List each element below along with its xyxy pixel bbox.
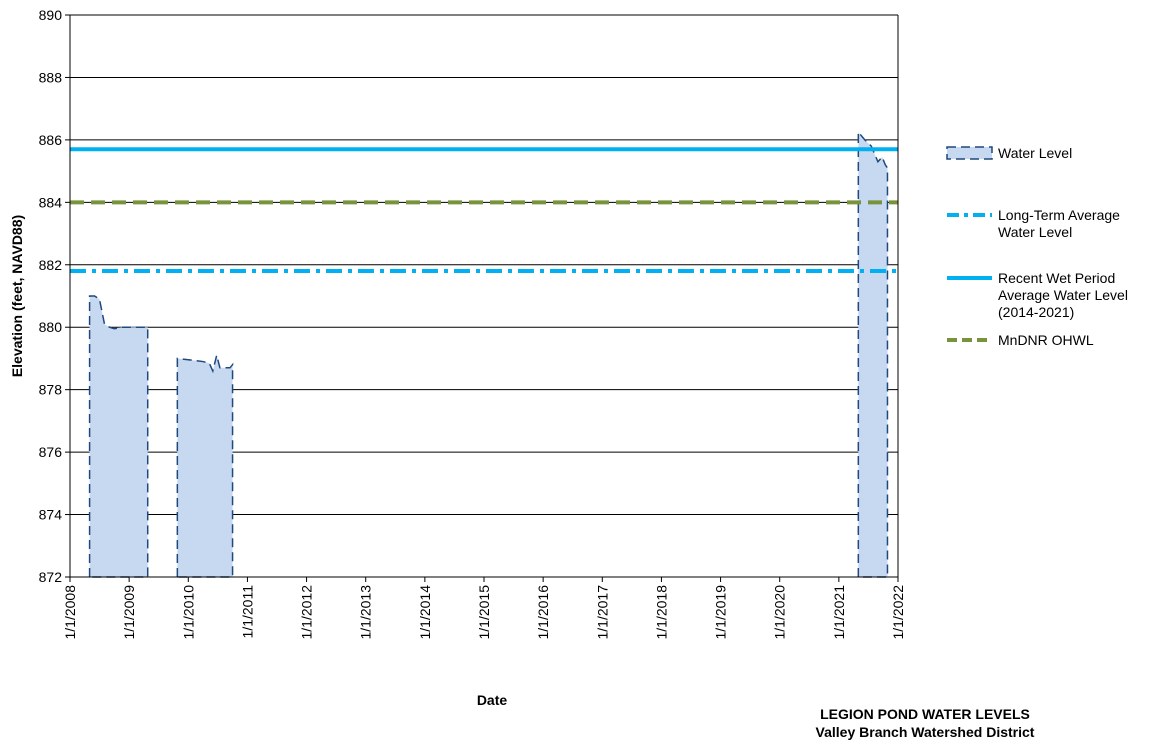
x-tick-label: 1/1/2009 <box>121 585 137 640</box>
x-tick-label: 1/1/2022 <box>890 585 906 640</box>
x-tick-label: 1/1/2014 <box>417 585 433 640</box>
legend-label-line: Recent Wet Period <box>998 270 1115 286</box>
y-tick-label: 874 <box>39 507 63 523</box>
reference-lines <box>70 147 898 274</box>
x-tick-label: 1/1/2012 <box>299 585 315 640</box>
legend-label-line: Water Level <box>998 145 1072 161</box>
legend-label-3: Recent Wet Period Average Water Level (201… <box>998 270 1128 320</box>
water-level-segment-3 <box>857 130 889 578</box>
x-tick-label: 1/1/2008 <box>62 585 78 640</box>
x-tick-label: 1/1/2021 <box>831 585 847 640</box>
legend-label-line: MnDNR OHWL <box>998 332 1094 348</box>
water-level-area <box>88 130 889 578</box>
x-tick-label: 1/1/2019 <box>713 585 729 640</box>
y-tick-label: 888 <box>39 69 63 85</box>
y-tick-label: 878 <box>39 382 63 398</box>
legend-label-line: Water Level <box>998 224 1072 240</box>
x-tick-label: 1/1/2016 <box>535 585 551 640</box>
legend-label-4: MnDNR OHWL <box>998 332 1094 348</box>
x-tick-label: 1/1/2011 <box>239 585 255 639</box>
legend-swatch-water-level <box>946 146 993 160</box>
x-tick-label: 1/1/2013 <box>358 585 374 640</box>
y-tick-label: 890 <box>39 7 63 23</box>
y-tick-label: 872 <box>39 569 63 585</box>
legend-label-line: (2014-2021) <box>998 304 1074 320</box>
x-tick-label: 1/1/2010 <box>180 585 196 640</box>
y-tick-label: 882 <box>39 257 63 273</box>
chart-title-line-1: LEGION POND WATER LEVELS <box>820 706 1030 722</box>
x-axis-title: Date <box>477 692 508 708</box>
x-tick-label: 1/1/2018 <box>653 585 669 640</box>
x-tick-label: 1/1/2017 <box>594 585 610 640</box>
legend-label-1: Water Level <box>998 145 1072 161</box>
x-tick-label: 1/1/2015 <box>476 585 492 640</box>
y-tick-label: 886 <box>39 132 63 148</box>
y-tick-label: 876 <box>39 444 63 460</box>
legend-label-line: Long-Term Average <box>998 207 1120 223</box>
legend-label-line: Average Water Level <box>998 287 1128 303</box>
y-tick-label: 880 <box>39 319 63 335</box>
y-tick-label: 884 <box>39 194 63 210</box>
legend-label-2: Long-Term Average Water Level <box>998 207 1120 240</box>
x-tick-label: 1/1/2020 <box>772 585 788 640</box>
chart-title: LEGION POND WATER LEVELS Valley Branch Wa… <box>816 706 1035 740</box>
x-tick-labels: 1/1/2008 1/1/2009 1/1/2010 1/1/2011 1/1/2012… <box>62 577 906 640</box>
chart-title-line-2: Valley Branch Watershed District <box>816 724 1035 740</box>
y-axis-title: Elevation (feet, NAVD88) <box>9 215 25 377</box>
y-tick-labels: 872 874 876 878 880 882 884 886 888 890 <box>39 7 70 585</box>
water-level-segment-1 <box>88 295 149 578</box>
water-level-segment-2 <box>176 355 234 578</box>
